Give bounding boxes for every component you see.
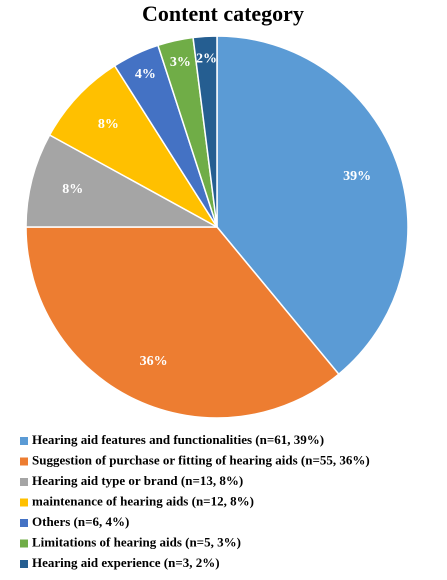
legend-text: Others (n=6, 4%) bbox=[32, 514, 129, 529]
slice-label: 4% bbox=[135, 67, 156, 82]
slice-label: 8% bbox=[62, 182, 83, 197]
legend-text: maintenance of hearing aids (n=12, 8%) bbox=[32, 493, 254, 508]
slice-label: 36% bbox=[140, 354, 168, 369]
legend-text: Suggestion of purchase or fitting of hea… bbox=[32, 452, 370, 467]
pie-slice bbox=[192, 35, 218, 228]
pie-slice bbox=[25, 226, 340, 419]
legend-swatch bbox=[20, 498, 28, 507]
pie-slice bbox=[48, 64, 218, 228]
legend-swatch bbox=[20, 437, 28, 445]
legend-text: Hearing aid experience (n=3, 2%) bbox=[32, 555, 220, 570]
legend-swatch bbox=[20, 539, 28, 548]
slice-label: 8% bbox=[98, 117, 119, 132]
legend-text: Hearing aid features and functionalities… bbox=[32, 432, 324, 447]
legend-swatch bbox=[20, 478, 28, 486]
legend-swatch bbox=[20, 560, 28, 568]
pie-slice bbox=[216, 35, 409, 376]
legend-swatch bbox=[20, 519, 28, 527]
pie-slice bbox=[25, 133, 218, 228]
legend-text: Limitations of hearing aids (n=5, 3%) bbox=[32, 534, 241, 549]
legend-swatch bbox=[20, 457, 28, 466]
chart-title: Content category bbox=[142, 1, 304, 26]
legend-text: Hearing aid type or brand (n=13, 8%) bbox=[32, 473, 243, 488]
slice-label: 39% bbox=[343, 169, 371, 184]
slice-label: 2% bbox=[196, 51, 217, 66]
slice-label: 3% bbox=[170, 55, 191, 70]
